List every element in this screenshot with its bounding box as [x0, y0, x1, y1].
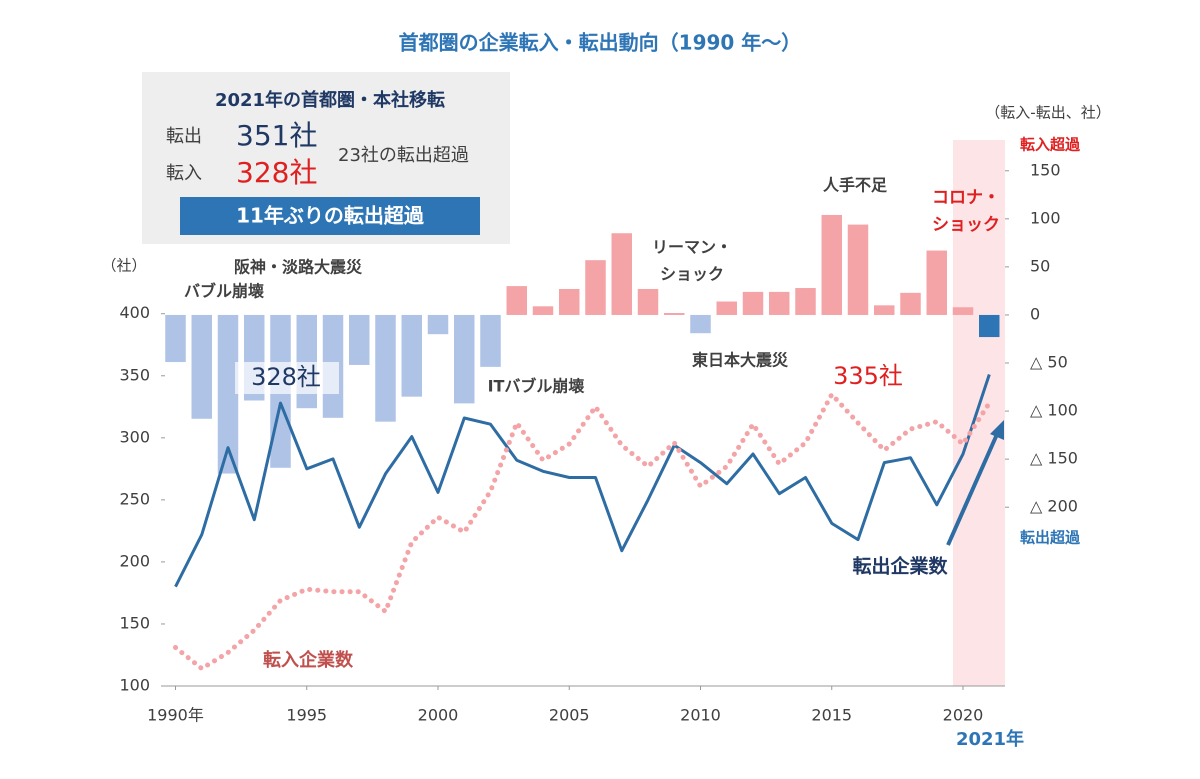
label-bg — [235, 362, 339, 394]
summary-net: 23社の転出超過 — [338, 145, 469, 166]
summary-value: 351社 — [236, 119, 317, 152]
x-tick-label: 1995 — [286, 706, 327, 725]
annotation: 335社 — [833, 362, 903, 390]
y2-note: 転入超過 — [1020, 136, 1081, 154]
annotation: コロナ・ — [932, 188, 1000, 208]
bar — [769, 291, 790, 315]
bar — [165, 314, 186, 363]
bar — [611, 233, 632, 315]
y-tick-label: 200 — [119, 551, 150, 570]
y-tick-label: 400 — [119, 303, 150, 322]
annotation: ショック — [932, 215, 1000, 235]
bar — [191, 314, 212, 419]
x-tick-label: 2000 — [418, 706, 459, 725]
bar — [427, 314, 449, 335]
bar — [532, 306, 554, 315]
bar — [559, 288, 580, 315]
arrow-head — [990, 420, 1004, 440]
summary-banner — [180, 197, 480, 235]
annotation: リーマン・ — [652, 238, 732, 257]
y-tick-label: 150 — [119, 613, 150, 632]
y2-tick-label: 0 — [1030, 304, 1040, 323]
bar — [664, 313, 685, 315]
bar — [637, 288, 659, 315]
bar — [742, 291, 764, 315]
y2-tick-label: 100 — [1030, 208, 1061, 227]
annotation: 人手不足 — [823, 176, 888, 195]
bar — [979, 314, 1000, 338]
x-tick-label: 2005 — [549, 706, 590, 725]
y2-axis-label: （転入-転出、社） — [985, 104, 1110, 122]
x-tick-label: 2020 — [943, 706, 984, 725]
y-tick-label: 250 — [119, 489, 150, 508]
line — [173, 391, 992, 672]
annotation: 阪神・淡路大震災 — [234, 258, 363, 277]
y-tick-label: 100 — [119, 676, 150, 695]
bar — [506, 286, 527, 315]
y-axis-label: （社） — [101, 257, 146, 275]
y2-tick-label: △ 200 — [1030, 497, 1078, 516]
annotation: 328社 — [251, 363, 321, 391]
bar — [349, 314, 370, 365]
arrow — [946, 431, 1000, 546]
highlight-band — [953, 140, 1005, 686]
series-label: 転出企業数 — [852, 555, 948, 578]
annotation: ショック — [660, 265, 724, 284]
bar — [585, 260, 606, 315]
y2-tick-label: △ 50 — [1030, 353, 1068, 372]
y2-tick-label: △ 100 — [1030, 401, 1078, 420]
summary-value: 328社 — [236, 156, 317, 189]
x-tick-label: 2010 — [680, 706, 721, 725]
bar — [847, 224, 869, 315]
bar — [454, 314, 475, 404]
bar — [716, 301, 737, 315]
bar — [217, 314, 239, 474]
y-tick-label: 300 — [119, 427, 150, 446]
series-label: 転入企業数 — [263, 649, 354, 671]
x-tick-label: 1990年 — [147, 706, 204, 725]
x-tick-label: 2015 — [811, 706, 852, 725]
annotation: 東日本大震災 — [692, 351, 789, 370]
highlight-year: 2021年 — [956, 728, 1024, 750]
y2-tick-label: 150 — [1030, 160, 1061, 179]
summary-label: 転出 — [166, 126, 202, 147]
bar — [690, 314, 711, 334]
summary-label: 転入 — [166, 163, 202, 184]
bar — [874, 305, 895, 315]
bar — [821, 214, 842, 315]
line — [174, 374, 991, 588]
summary-title: 2021年の首都圏・本社移転 — [215, 89, 445, 111]
y2-note: 転出超過 — [1020, 529, 1081, 547]
bar — [795, 288, 816, 315]
y2-tick-label: △ 150 — [1030, 449, 1078, 468]
y-tick-label: 350 — [119, 365, 150, 384]
summary-banner-text: 11年ぶりの転出超過 — [236, 204, 425, 228]
annotation: バブル崩壊 — [184, 282, 265, 301]
bar — [480, 314, 501, 367]
bar — [401, 314, 422, 397]
bar — [296, 314, 317, 409]
bar — [375, 314, 396, 422]
y2-tick-label: 50 — [1030, 256, 1050, 275]
annotation: ITバブル崩壊 — [488, 377, 586, 396]
bar — [900, 292, 921, 315]
bar — [952, 307, 974, 315]
chart-title: 首都圏の企業転入・転出動向（1990 年～） — [399, 31, 802, 55]
bar — [926, 250, 947, 315]
